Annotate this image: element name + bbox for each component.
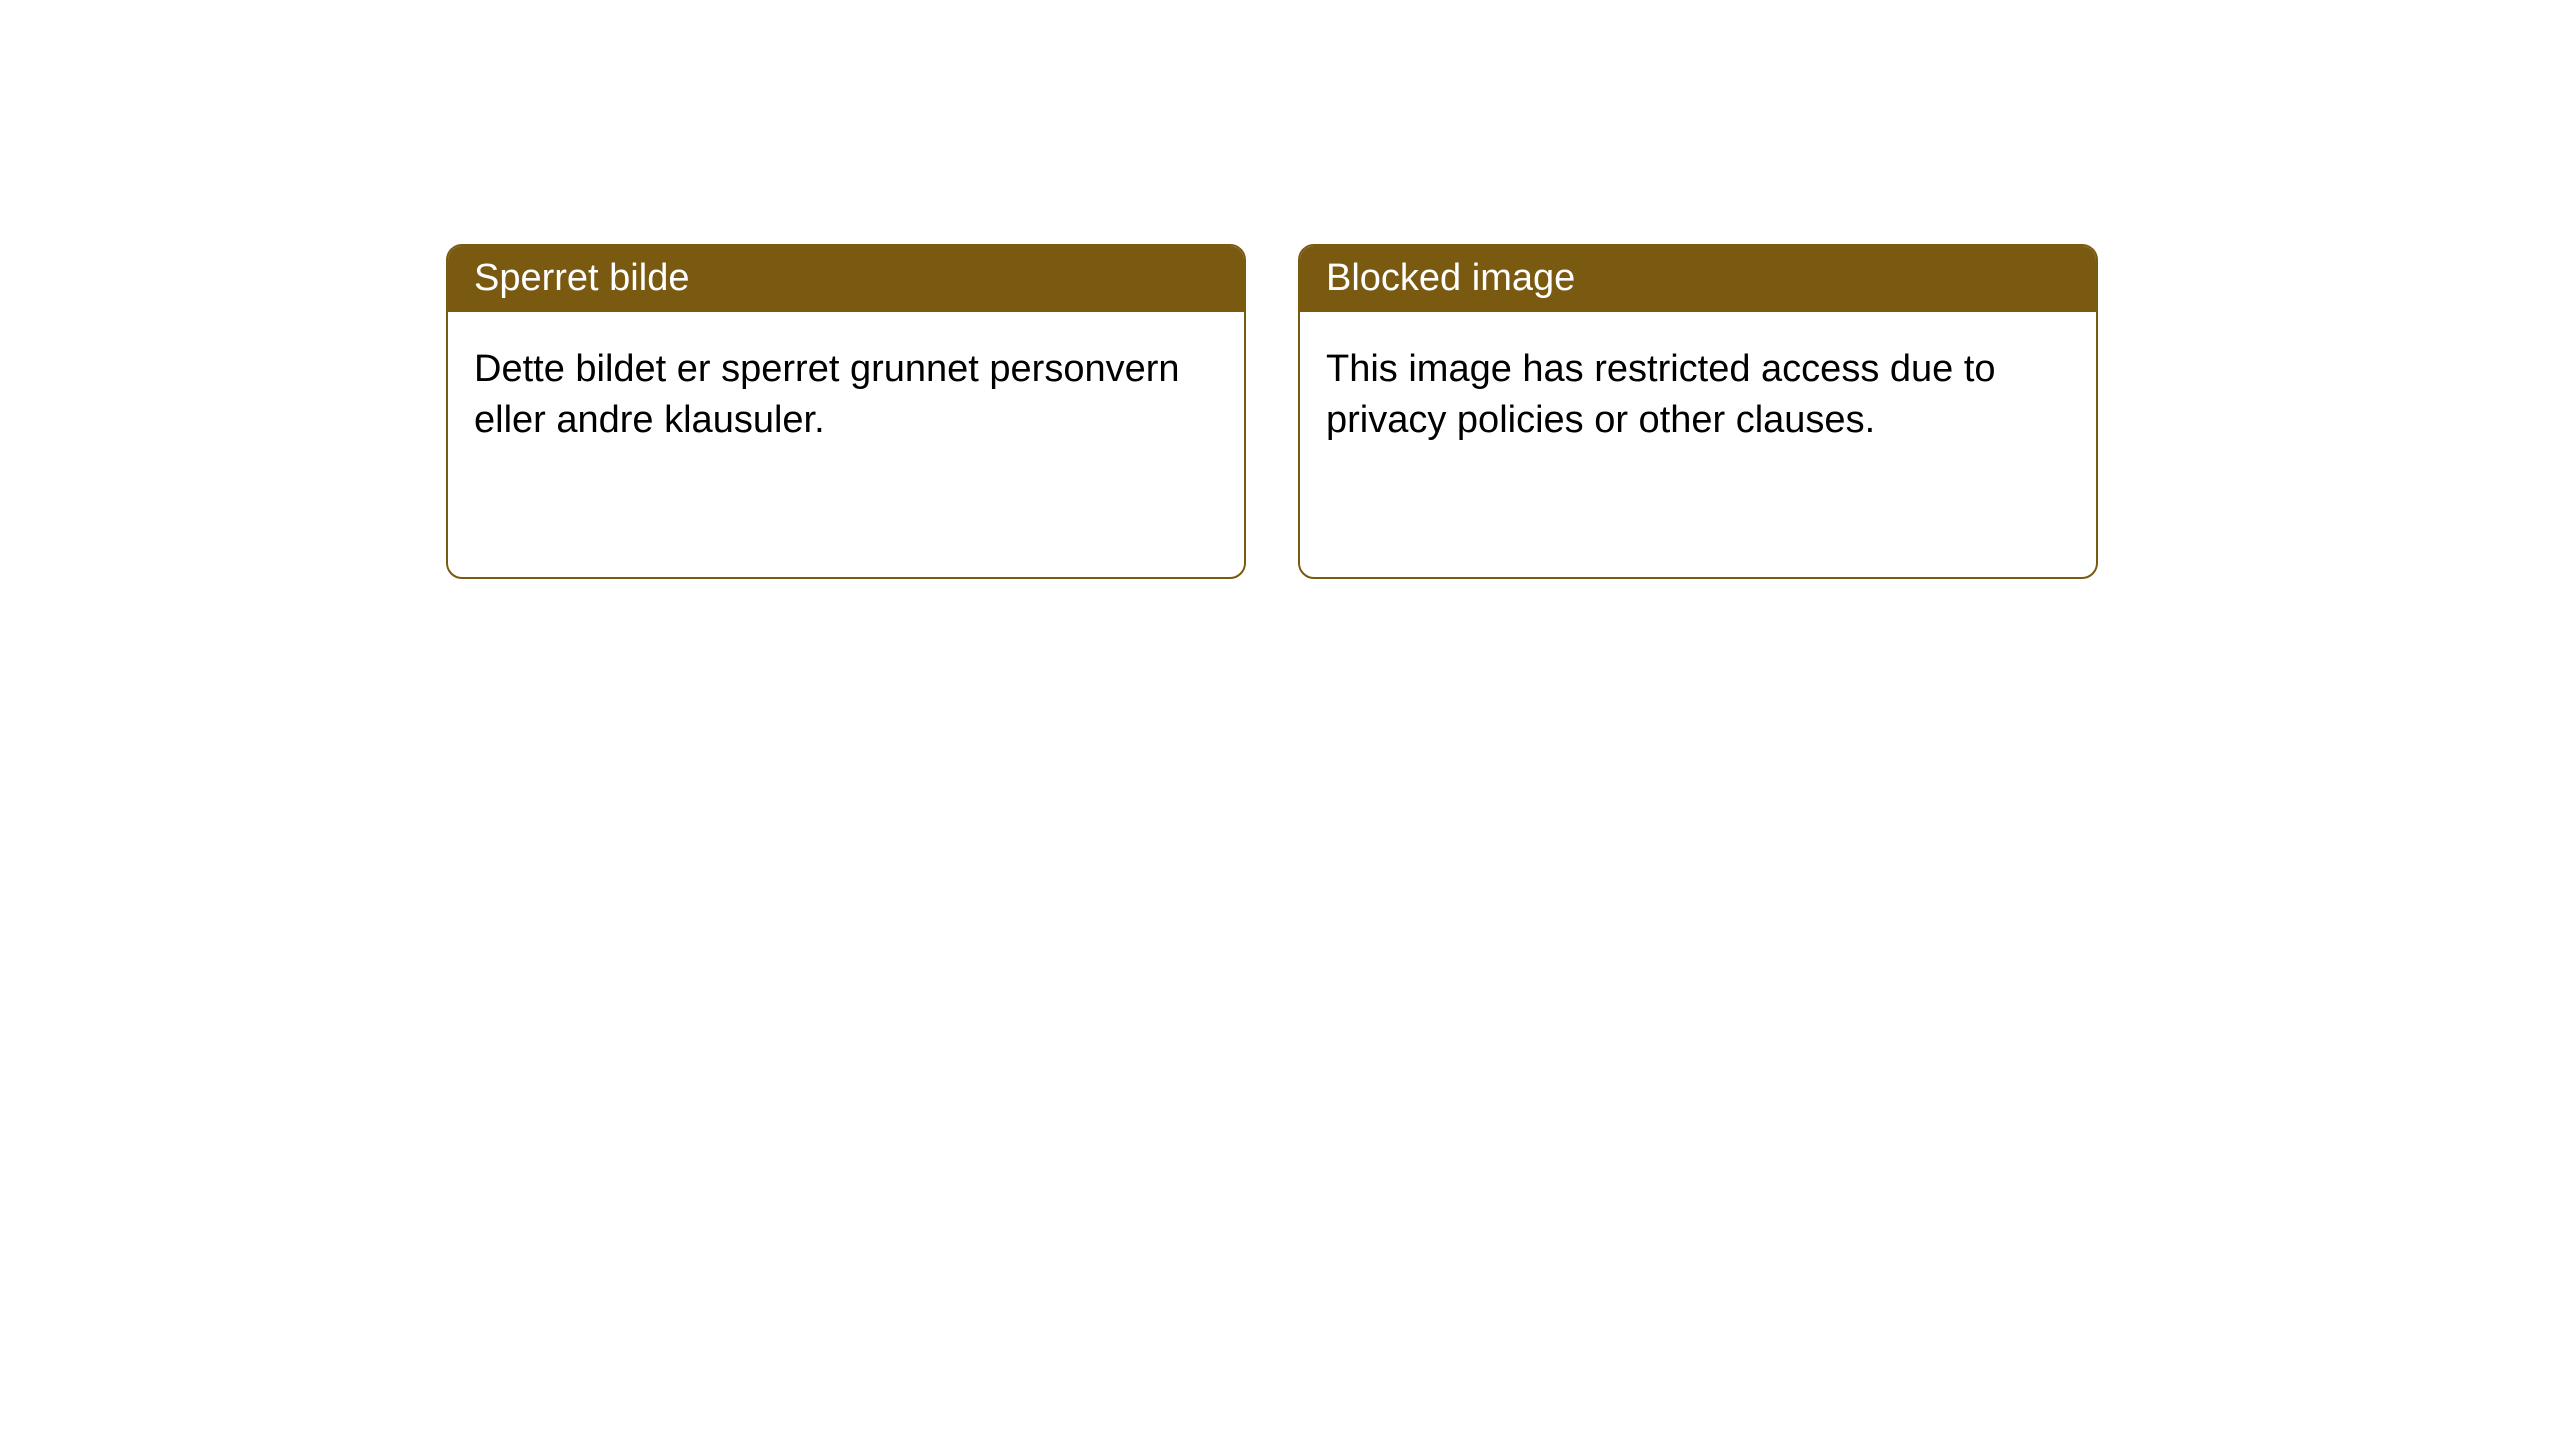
notice-card-body: Dette bildet er sperret grunnet personve… [448,312,1244,577]
notice-card-en: Blocked image This image has restricted … [1298,244,2098,579]
notice-card-title: Blocked image [1300,246,2096,312]
notice-card-title: Sperret bilde [448,246,1244,312]
notice-card-no: Sperret bilde Dette bildet er sperret gr… [446,244,1246,579]
notice-card-body: This image has restricted access due to … [1300,312,2096,577]
notice-cards-container: Sperret bilde Dette bildet er sperret gr… [446,244,2098,579]
